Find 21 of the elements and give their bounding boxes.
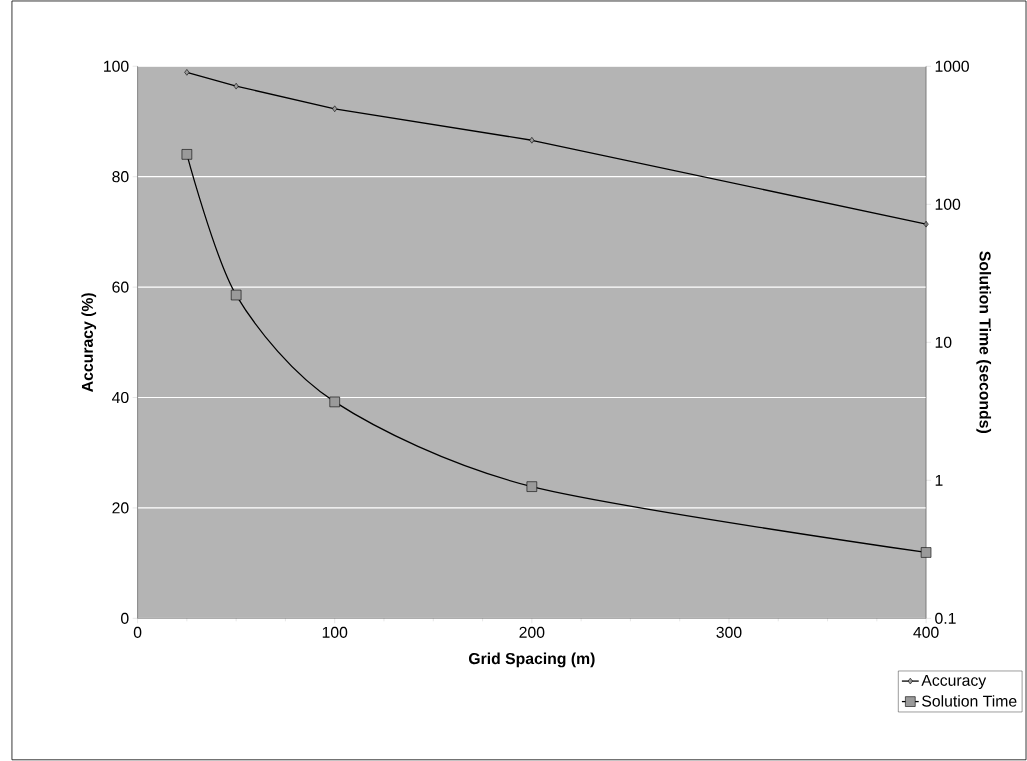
legend-label: Solution Time	[922, 695, 1017, 707]
y2-axis-title: Solution Time (seconds)	[976, 251, 992, 434]
y-axis-title: Accuracy (%)	[81, 293, 97, 392]
y2-tick-label: 1000	[935, 60, 969, 72]
y-tick-label: 100	[104, 60, 129, 72]
y-tick-label: 0	[121, 612, 129, 625]
x-tick-label: 100	[322, 626, 348, 638]
y2-tick-label: 10	[935, 336, 952, 348]
x-axis-title: Grid Spacing (m)	[468, 652, 595, 668]
x-tick-label: 400	[913, 626, 939, 638]
y-tick-label: 40	[111, 392, 129, 404]
x-tick-label: 200	[519, 626, 545, 638]
legend-label: Accuracy	[921, 675, 987, 690]
y-tick-label: 20	[112, 502, 129, 514]
x-tick-label: 300	[716, 626, 742, 638]
y2-tick-label: 0.1	[935, 612, 956, 625]
y2-tick-label: 100	[935, 198, 961, 210]
y-tick-label: 80	[112, 171, 129, 183]
y-tick-label: 60	[112, 281, 129, 293]
y2-tick-label: 1	[935, 474, 943, 486]
x-tick-label: 0	[133, 626, 142, 638]
